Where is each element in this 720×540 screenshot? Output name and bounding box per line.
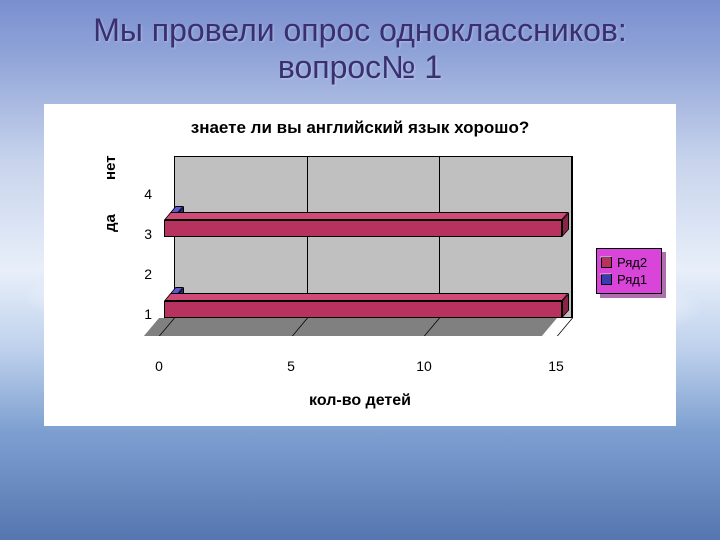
legend-item-ryad2: Ряд2	[601, 255, 657, 270]
x-tick-15: 15	[541, 358, 571, 374]
chart-panel: знаете ли вы английский язык хорошо? 1 2…	[44, 104, 676, 426]
bar-top	[164, 212, 569, 220]
legend-swatch-ryad2	[601, 257, 612, 268]
x-tick-0: 0	[144, 358, 174, 374]
legend-label-ryad1: Ряд1	[617, 272, 647, 287]
x-tick-5: 5	[276, 358, 306, 374]
y-tick-1: 1	[132, 306, 152, 322]
legend-swatch-ryad1	[601, 274, 612, 285]
bar	[164, 220, 562, 237]
bar	[164, 301, 562, 318]
chart-legend: Ряд2 Ряд1	[596, 248, 662, 294]
gridline	[572, 156, 573, 318]
legend-item-ryad1: Ряд1	[601, 272, 657, 287]
x-tick-10: 10	[409, 358, 439, 374]
title-line-2: вопрос№ 1	[278, 49, 442, 85]
title-line-1: Мы провели опрос одноклассников:	[93, 12, 627, 48]
bar-top	[164, 293, 569, 301]
y-axis-labels: да нет	[102, 125, 119, 232]
slide-title: Мы провели опрос одноклассников: вопрос№…	[0, 12, 720, 86]
plot-area	[159, 156, 557, 336]
plot-floor	[144, 318, 557, 336]
gridline-floor	[557, 318, 573, 336]
chart-title: знаете ли вы английский язык хорошо?	[44, 118, 676, 138]
legend-label-ryad2: Ряд2	[617, 255, 647, 270]
y-tick-3: 3	[132, 226, 152, 242]
x-axis-label: кол-во детей	[44, 392, 676, 410]
y-label-net: нет	[102, 155, 119, 180]
y-tick-4: 4	[132, 186, 152, 202]
y-tick-2: 2	[132, 266, 152, 282]
y-label-da: да	[102, 214, 119, 232]
